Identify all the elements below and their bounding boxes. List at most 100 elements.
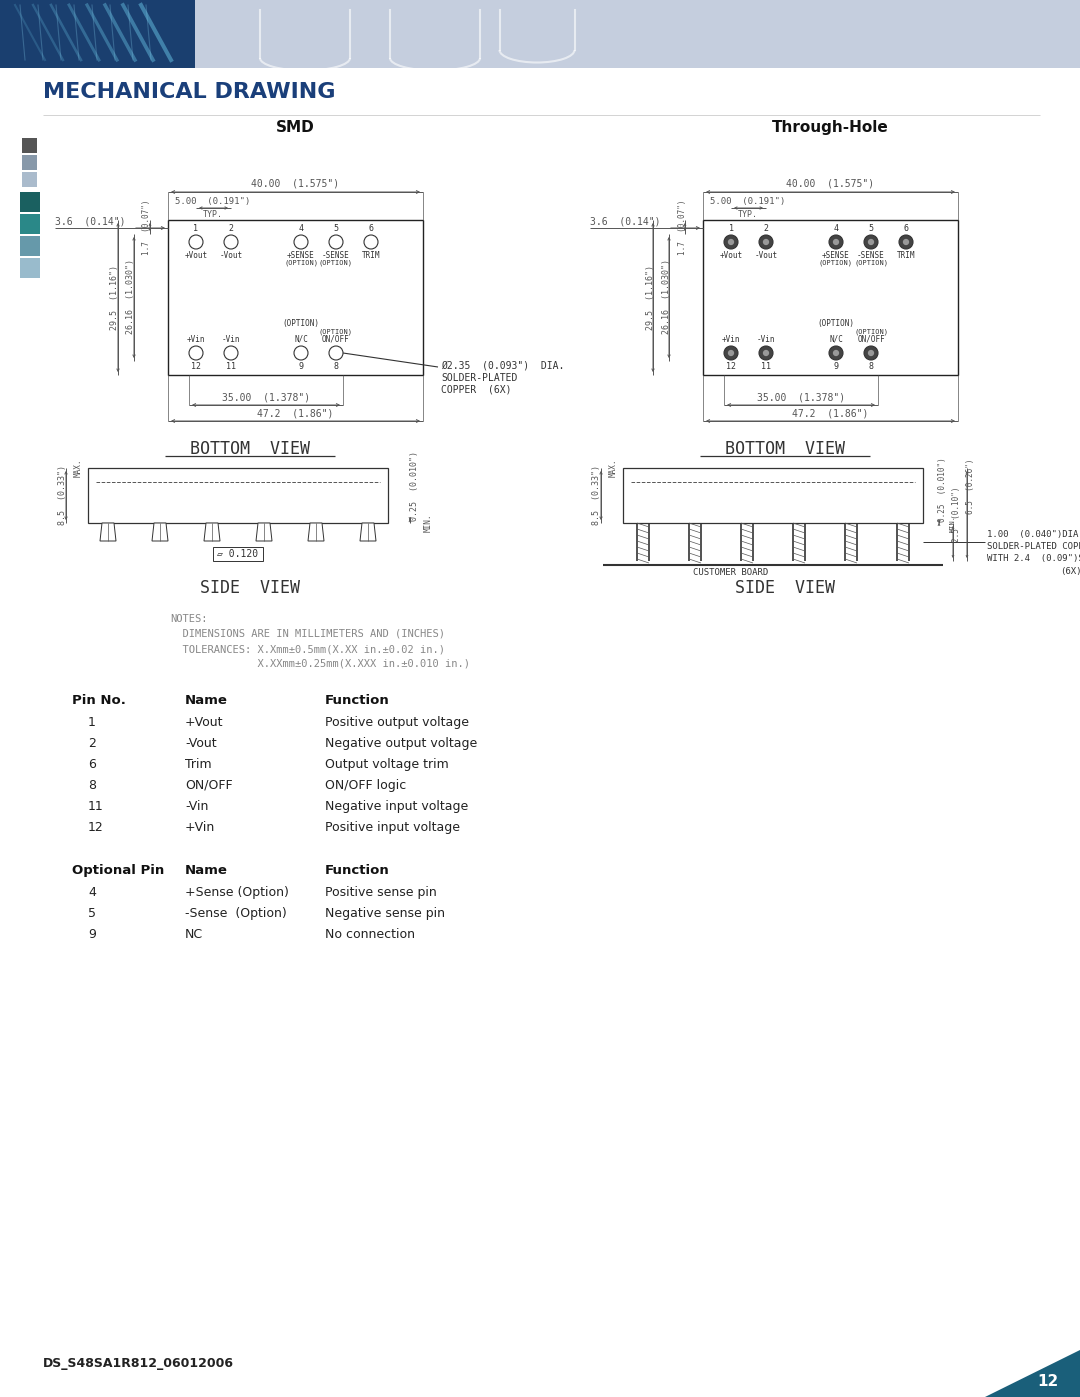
- Circle shape: [294, 346, 308, 360]
- Text: Positive sense pin: Positive sense pin: [325, 886, 436, 900]
- Text: BOTTOM  VIEW: BOTTOM VIEW: [725, 440, 845, 458]
- Text: 3.6  (0.14"): 3.6 (0.14"): [590, 217, 661, 226]
- Text: 6: 6: [87, 759, 96, 771]
- Circle shape: [864, 346, 878, 360]
- Text: Pin No.: Pin No.: [72, 694, 126, 707]
- Text: 26.16  (1.030"): 26.16 (1.030"): [661, 260, 671, 334]
- Bar: [22, 155, 37, 170]
- Text: 2.5  (0.10"): 2.5 (0.10"): [951, 486, 960, 542]
- Text: NC: NC: [185, 928, 203, 942]
- Text: SMD: SMD: [275, 120, 314, 136]
- Polygon shape: [204, 522, 220, 541]
- Polygon shape: [100, 522, 116, 541]
- Text: +Vout: +Vout: [719, 251, 743, 260]
- Text: SOLDER-PLATED COPPER: SOLDER-PLATED COPPER: [987, 542, 1080, 550]
- Text: 35.00  (1.378"): 35.00 (1.378"): [757, 393, 845, 402]
- Circle shape: [724, 346, 738, 360]
- Text: Ø2.35  (0.093")  DIA.: Ø2.35 (0.093") DIA.: [441, 360, 565, 372]
- Circle shape: [724, 235, 738, 249]
- Text: Negative output voltage: Negative output voltage: [325, 738, 477, 750]
- Circle shape: [224, 235, 238, 249]
- Circle shape: [759, 235, 773, 249]
- Text: (OPTION): (OPTION): [854, 328, 888, 335]
- Text: 40.00  (1.575"): 40.00 (1.575"): [251, 179, 339, 189]
- Text: (6X): (6X): [1059, 567, 1080, 576]
- Text: 40.00  (1.575"): 40.00 (1.575"): [786, 179, 874, 189]
- Text: Optional Pin: Optional Pin: [72, 863, 164, 877]
- Text: 47.2  (1.86"): 47.2 (1.86"): [257, 409, 334, 419]
- Circle shape: [833, 349, 839, 356]
- Bar: [21, 258, 40, 278]
- Circle shape: [864, 235, 878, 249]
- Text: 1.7  (0.07"): 1.7 (0.07"): [143, 200, 151, 254]
- Text: 12: 12: [191, 362, 201, 372]
- Text: 1: 1: [193, 224, 199, 233]
- Text: 26.16  (1.030"): 26.16 (1.030"): [126, 260, 135, 334]
- Circle shape: [868, 239, 874, 244]
- Text: (OPTION): (OPTION): [319, 328, 353, 335]
- Text: Function: Function: [325, 863, 390, 877]
- Text: COPPER  (6X): COPPER (6X): [441, 386, 512, 395]
- Circle shape: [903, 239, 909, 244]
- Text: BOTTOM  VIEW: BOTTOM VIEW: [190, 440, 310, 458]
- Text: 5.00  (0.191"): 5.00 (0.191"): [711, 197, 785, 205]
- Text: 8: 8: [87, 780, 96, 792]
- Bar: [213, 548, 264, 562]
- Text: N/C: N/C: [294, 335, 308, 344]
- Text: 6: 6: [368, 224, 374, 233]
- Text: +Vin: +Vin: [187, 335, 205, 344]
- Text: ON/OFF: ON/OFF: [322, 335, 350, 344]
- Text: 5.00  (0.191"): 5.00 (0.191"): [175, 197, 251, 205]
- Text: 29.5  (1.16"): 29.5 (1.16"): [110, 264, 120, 330]
- Circle shape: [868, 349, 874, 356]
- Text: 0.25  (0.010"): 0.25 (0.010"): [409, 451, 419, 521]
- Text: (OPTION): (OPTION): [854, 260, 888, 267]
- Text: No connection: No connection: [325, 928, 415, 942]
- Bar: [0, 0, 195, 68]
- Text: Through-Hole: Through-Hole: [771, 120, 889, 136]
- Text: -Sense  (Option): -Sense (Option): [185, 907, 287, 921]
- Text: -Vin: -Vin: [185, 800, 208, 813]
- Polygon shape: [308, 522, 324, 541]
- Bar: [22, 138, 37, 154]
- Text: -Vin: -Vin: [221, 335, 240, 344]
- Text: MIN.: MIN.: [950, 514, 956, 531]
- Text: WITH 2.4  (0.09")SHOULDER: WITH 2.4 (0.09")SHOULDER: [987, 555, 1080, 563]
- Text: (OPTION): (OPTION): [818, 319, 854, 328]
- Circle shape: [829, 346, 843, 360]
- Bar: [22, 172, 37, 187]
- Circle shape: [364, 235, 378, 249]
- Circle shape: [728, 239, 734, 244]
- Text: 1.00  (0.040")DIA: 1.00 (0.040")DIA: [987, 529, 1078, 539]
- Text: Negative input voltage: Negative input voltage: [325, 800, 469, 813]
- Text: SIDE  VIEW: SIDE VIEW: [735, 578, 835, 597]
- Text: 4: 4: [87, 886, 96, 900]
- Text: ON/OFF: ON/OFF: [185, 780, 232, 792]
- Text: TRIM: TRIM: [362, 251, 380, 260]
- Text: TOLERANCES: X.Xmm±0.5mm(X.XX in.±0.02 in.): TOLERANCES: X.Xmm±0.5mm(X.XX in.±0.02 in…: [170, 644, 445, 654]
- Text: 2: 2: [87, 738, 96, 750]
- Text: 1: 1: [729, 224, 733, 233]
- Text: MAX.: MAX.: [75, 458, 83, 478]
- Text: 9: 9: [298, 362, 303, 372]
- Text: (OPTION): (OPTION): [283, 319, 320, 328]
- Text: Trim: Trim: [185, 759, 212, 771]
- Text: 9: 9: [834, 362, 838, 372]
- Text: -Vout: -Vout: [185, 738, 217, 750]
- Text: Output voltage trim: Output voltage trim: [325, 759, 449, 771]
- Text: 47.2  (1.86"): 47.2 (1.86"): [792, 409, 868, 419]
- Text: +Vin: +Vin: [721, 335, 740, 344]
- Bar: [623, 468, 923, 522]
- Text: 1: 1: [87, 717, 96, 729]
- Text: 12: 12: [1038, 1375, 1058, 1390]
- Text: 12: 12: [726, 362, 735, 372]
- Text: N/C: N/C: [829, 335, 842, 344]
- Bar: [21, 214, 40, 235]
- Text: 11: 11: [87, 800, 104, 813]
- Text: MAX.: MAX.: [609, 458, 618, 478]
- Text: SIDE  VIEW: SIDE VIEW: [200, 578, 300, 597]
- Circle shape: [329, 346, 343, 360]
- Text: 1.7  (0.07"): 1.7 (0.07"): [677, 200, 687, 254]
- Text: 29.5  (1.16"): 29.5 (1.16"): [646, 264, 654, 330]
- Bar: [87, 468, 388, 522]
